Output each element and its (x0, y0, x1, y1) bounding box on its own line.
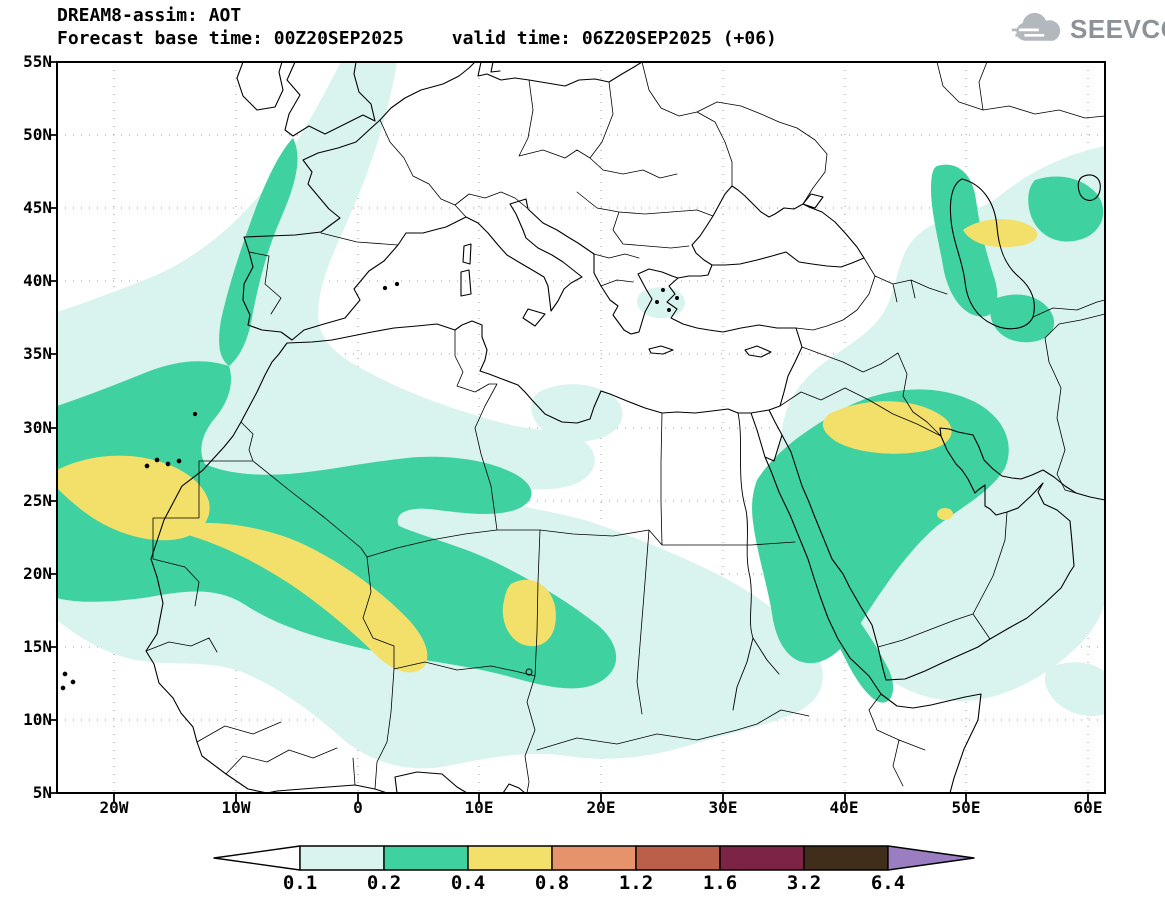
plot-title: DREAM8-assim: AOT (57, 5, 242, 26)
lat-tick-label: 35N (23, 344, 52, 363)
cloud-icon (1011, 12, 1061, 41)
aot-region-caspian-west-mid (931, 164, 998, 317)
aral-sea (1077, 174, 1101, 201)
coast-north-sea-baltic (379, 62, 643, 121)
lat-tick-label: 15N (23, 637, 52, 656)
aot-region-arabia-mid (752, 389, 1009, 664)
coast-north-africa-west-africa (145, 320, 803, 793)
colorbar-tick-label: 0.8 (534, 872, 570, 894)
islands (460, 243, 772, 358)
colorbar-segment (635, 845, 721, 871)
aot-region-mauritania-mali-high (175, 522, 428, 673)
coastlines (60, 62, 1105, 793)
country-borders (145, 62, 1105, 793)
colorbar-segment (383, 845, 469, 871)
colorbar-tick-label: 3.2 (786, 872, 822, 894)
colorbar-tick-label: 0.1 (282, 872, 318, 894)
colorbar-tick-label: 1.2 (618, 872, 654, 894)
lon-tick-label: 10E (464, 798, 494, 817)
lon-tick-label: 0 (353, 798, 363, 817)
colorbar-tick-label: 1.6 (702, 872, 738, 894)
lat-tick-label: 5N (32, 783, 52, 802)
aot-region-iraq-high (822, 401, 952, 454)
colorbar-segment (803, 845, 889, 871)
colorbar-tick-label: 6.4 (870, 872, 906, 894)
logo-text: SEEVCCC (1070, 13, 1165, 44)
lon-tick-label: 40E (829, 798, 859, 817)
colorbar-underflow-arrow (213, 845, 301, 871)
small-islands (60, 281, 679, 691)
aot-region-caspian-east-mid (1028, 176, 1104, 242)
nile-river (732, 412, 780, 711)
forecast-base-time: Forecast base time: 00Z20SEP2025 (57, 28, 404, 49)
map-canvas (49, 61, 1106, 802)
colorbar-tick-label: 0.2 (366, 872, 402, 894)
aot-region-gulf-spot-high (937, 508, 953, 520)
aot-region-iberia-offshore-mid (219, 138, 298, 366)
aot-region-red-sea-mid (829, 592, 894, 703)
lat-tick-label: 45N (23, 198, 52, 217)
lat-tick-label: 40N (23, 271, 52, 290)
aot-region-arabian-sea-light (1044, 662, 1105, 716)
aot-region-canary-high (57, 455, 210, 541)
colorbar-segment (719, 845, 805, 871)
map-frame (49, 61, 1106, 802)
lon-tick-label: 50E (951, 798, 981, 817)
aot-region-libya-coast-light (531, 384, 623, 442)
aot-region-west-africa-mid (57, 361, 617, 689)
aot-field (57, 62, 1105, 769)
caspian-sea (949, 178, 1035, 330)
colorbar-segment (551, 845, 637, 871)
lon-tick-label: 20W (99, 798, 129, 817)
lat-tick-label: 55N (23, 52, 52, 71)
logo: SEEVCCC (1010, 12, 1165, 46)
colorbar-segment (467, 845, 553, 871)
axis-ticks (49, 61, 1089, 802)
coast-ireland (236, 62, 284, 111)
coast-black-sea (691, 185, 865, 268)
lat-tick-label: 50N (23, 125, 52, 144)
coast-west-europe-mediterranean (242, 119, 797, 341)
lon-tick-label: 60E (1073, 798, 1103, 817)
aot-region-chad-high (502, 579, 556, 647)
lat-tick-label: 30N (23, 418, 52, 437)
colorbar (213, 845, 975, 871)
valid-time: valid time: 06Z20SEP2025 (+06) (451, 28, 777, 49)
title-block: DREAM8-assim: AOT Forecast base time: 00… (57, 5, 777, 50)
plot-subtitle: Forecast base time: 00Z20SEP2025 valid ti… (57, 28, 777, 50)
colorbar-overflow-arrow (887, 845, 975, 871)
coast-red-sea-west-horn (750, 412, 982, 793)
lat-tick-label: 20N (23, 564, 52, 583)
lat-tick-label: 10N (23, 710, 52, 729)
coast-sinai-arabia-gulf (764, 409, 1105, 681)
colorbar-segment (299, 845, 385, 871)
coast-britain (284, 62, 376, 137)
aot-region-nw-iran-mid (990, 294, 1055, 343)
lon-tick-label: 20E (586, 798, 616, 817)
colorbar-tick-label: 0.4 (450, 872, 486, 894)
lon-tick-label: 10W (221, 798, 251, 817)
lat-tick-label: 25N (23, 491, 52, 510)
aot-region-caucasus-high (963, 218, 1038, 248)
lon-tick-label: 30E (708, 798, 738, 817)
